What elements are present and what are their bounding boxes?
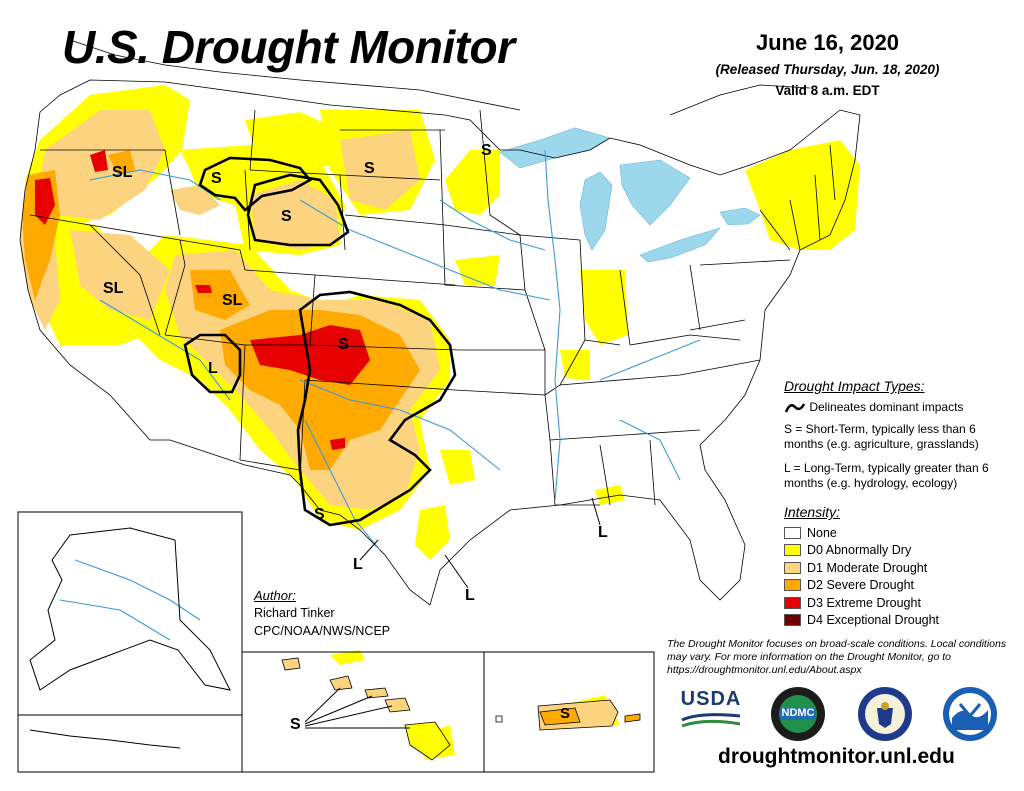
ndmc-seal-icon xyxy=(771,687,825,741)
legend-label: D0 Abnormally Dry xyxy=(807,543,912,558)
puerto-rico xyxy=(495,699,641,731)
impact-types-title: Drought Impact Types: xyxy=(784,378,925,394)
map-label-l-four-corners: L xyxy=(208,360,218,377)
map-label-s-west-texas: S xyxy=(314,506,325,523)
legend-item-d4: D4 Exceptional Drought xyxy=(784,612,939,630)
map-label-s-colorado-kansas: S xyxy=(338,336,349,353)
great-lakes xyxy=(499,127,761,263)
legend-swatch xyxy=(784,561,801,574)
map-label-s-south-dakota: S xyxy=(364,160,375,177)
map-label-s-puerto-rico: S xyxy=(560,705,571,722)
hawaii xyxy=(281,657,451,761)
impact-delineation-item: Delineates dominant impacts xyxy=(784,400,963,414)
legend-swatch xyxy=(784,544,801,557)
delineation-curve-icon xyxy=(784,403,806,413)
map-label-sl-oregon: SL xyxy=(112,164,133,181)
map-label-l-texas-coast: L xyxy=(465,587,475,604)
legend-item-d1: D1 Moderate Drought xyxy=(784,559,939,577)
legend-swatch xyxy=(784,526,801,539)
ndmc-logo-text: NDMC xyxy=(781,707,815,719)
map-title: U.S. Drought Monitor xyxy=(62,21,515,73)
rivers xyxy=(59,149,701,641)
d3-areas xyxy=(35,150,370,450)
state-boundaries xyxy=(19,79,861,606)
map-label-s-minnesota: S xyxy=(481,142,492,159)
disclaimer-note: The Drought Monitor focuses on broad-sca… xyxy=(667,638,1007,676)
ndmc-logo: NDMC xyxy=(770,686,826,742)
legend-swatch xyxy=(784,596,801,609)
hawaii-pointers xyxy=(304,687,410,729)
map-label-s-wyoming: S xyxy=(281,208,292,225)
map-date: June 16, 2020 xyxy=(755,30,900,55)
usda-field-icon xyxy=(681,713,741,728)
legend-swatch xyxy=(784,579,801,592)
texas-pointers xyxy=(359,497,601,589)
impact-boundaries xyxy=(183,156,457,527)
usda-logo: USDA xyxy=(680,688,742,734)
noaa-seal-icon xyxy=(943,687,997,741)
release-date: (Released Thursday, Jun. 18, 2020) xyxy=(715,62,940,77)
legend-item-d2: D2 Severe Drought xyxy=(784,577,939,595)
valid-time: Valid 8 a.m. EDT xyxy=(775,83,880,98)
delineation-label: Delineates dominant impacts xyxy=(809,400,964,414)
author-org: CPC/NOAA/NWS/NCEP xyxy=(254,624,391,638)
intensity-title: Intensity: xyxy=(784,504,841,520)
legend-item-d3: D3 Extreme Drought xyxy=(784,594,939,612)
short-term-description: S = Short-Term, typically less than 6 mo… xyxy=(784,422,979,451)
commerce-seal-icon xyxy=(858,687,912,741)
legend-label: D4 Exceptional Drought xyxy=(807,613,940,628)
commerce-logo xyxy=(857,686,913,742)
legend-swatch xyxy=(784,614,801,627)
legend-label: D3 Extreme Drought xyxy=(807,595,921,610)
alaska xyxy=(29,527,231,749)
legend-label: D2 Severe Drought xyxy=(807,578,915,593)
legend-label: D1 Moderate Drought xyxy=(807,560,928,575)
map-label-l-louisiana: L xyxy=(598,524,608,541)
noaa-logo xyxy=(942,686,998,742)
coastlines xyxy=(69,39,811,116)
author-label: Author: xyxy=(254,588,296,603)
map-label-s-idaho: S xyxy=(211,170,222,187)
map-label-l-south-texas: L xyxy=(353,556,363,573)
long-term-description: L = Long-Term, typically greater than 6 … xyxy=(784,461,989,490)
legend-item-none: None xyxy=(784,524,939,542)
map-label-sl-nevada: SL xyxy=(103,280,124,297)
website-link[interactable]: droughtmonitor.unl.edu xyxy=(718,745,955,768)
usda-logo-text: USDA xyxy=(680,688,742,710)
inset-frames xyxy=(17,511,655,773)
intensity-legend: None D0 Abnormally Dry D1 Moderate Droug… xyxy=(784,524,939,629)
map-label-sl-utah: SL xyxy=(222,292,243,309)
legend-item-d0: D0 Abnormally Dry xyxy=(784,542,939,560)
legend-label: None xyxy=(807,525,837,540)
author-name: Richard Tinker xyxy=(254,606,335,620)
map-label-s-hawaii: S xyxy=(290,716,301,733)
